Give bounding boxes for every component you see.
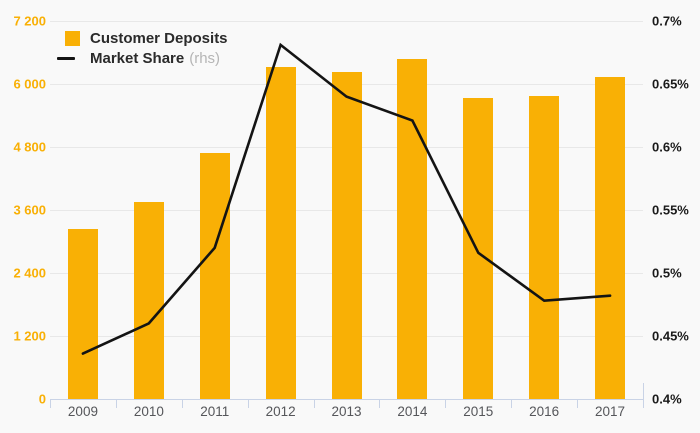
left-axis-tick-label: 7 200 [13, 13, 46, 29]
right-axis-tick-label: 0.7% [652, 13, 682, 29]
bar-2010 [133, 201, 164, 399]
x-axis-tick [577, 399, 579, 408]
right-axis-tick-label: 0.65% [652, 76, 689, 92]
x-axis-tick [643, 399, 644, 408]
x-axis-end-tick [643, 383, 644, 399]
left-axis-tick-label: 0 [38, 391, 46, 407]
left-axis-tick-label: 4 800 [13, 139, 46, 155]
x-axis-label-2016: 2016 [529, 404, 560, 419]
x-axis-label-2015: 2015 [463, 404, 494, 419]
legend-item-customer-deposits: Customer Deposits [57, 28, 228, 48]
x-axis-tick [247, 399, 249, 408]
right-axis-tick-label: 0.6% [652, 139, 682, 155]
line-swatch-icon [57, 56, 75, 60]
legend: Customer Deposits Market Share (rhs) [57, 28, 228, 68]
bar-2013 [331, 71, 362, 399]
left-axis-tick-label: 3 600 [13, 202, 46, 218]
x-axis-tick [379, 399, 381, 408]
left-axis-tick-label: 1 200 [13, 328, 46, 344]
x-axis-tick [445, 399, 447, 408]
x-axis-tick [313, 399, 315, 408]
bar-2017 [595, 77, 626, 399]
right-axis-tick-label: 0.5% [652, 265, 682, 281]
legend-label: Customer Deposits [90, 29, 228, 47]
bar-2016 [529, 96, 560, 399]
bar-2009 [67, 228, 98, 399]
right-axis-tick-label: 0.55% [652, 202, 689, 218]
legend-label: Market Share [90, 49, 185, 67]
bar-swatch-icon [65, 30, 80, 46]
x-axis-label-2011: 2011 [200, 404, 230, 419]
bar-2012 [265, 66, 296, 399]
x-axis-label-2010: 2010 [133, 404, 164, 419]
x-axis-label-2013: 2013 [331, 404, 362, 419]
x-axis-label-2012: 2012 [265, 404, 296, 419]
left-axis-tick-label: 6 000 [13, 76, 46, 92]
legend-item-market-share: Market Share (rhs) [57, 48, 228, 68]
market-share-line [81, 42, 612, 355]
bar-2011 [199, 153, 230, 399]
x-axis-label-2017: 2017 [595, 404, 626, 419]
x-axis-tick [511, 399, 513, 408]
left-axis-tick-label: 2 400 [13, 265, 46, 281]
legend-note-rhs: (rhs) [189, 49, 221, 67]
x-axis-tick [115, 399, 117, 408]
gridline [50, 21, 643, 22]
x-axis-tick [50, 399, 51, 408]
right-axis-tick-label: 0.45% [652, 328, 689, 344]
x-axis-label-2014: 2014 [397, 404, 428, 419]
x-axis-tick [181, 399, 183, 408]
x-axis-label-2009: 2009 [67, 404, 98, 419]
x-axis-line [50, 399, 644, 400]
bar-2015 [463, 98, 494, 399]
right-axis-tick-label: 0.4% [652, 391, 682, 407]
